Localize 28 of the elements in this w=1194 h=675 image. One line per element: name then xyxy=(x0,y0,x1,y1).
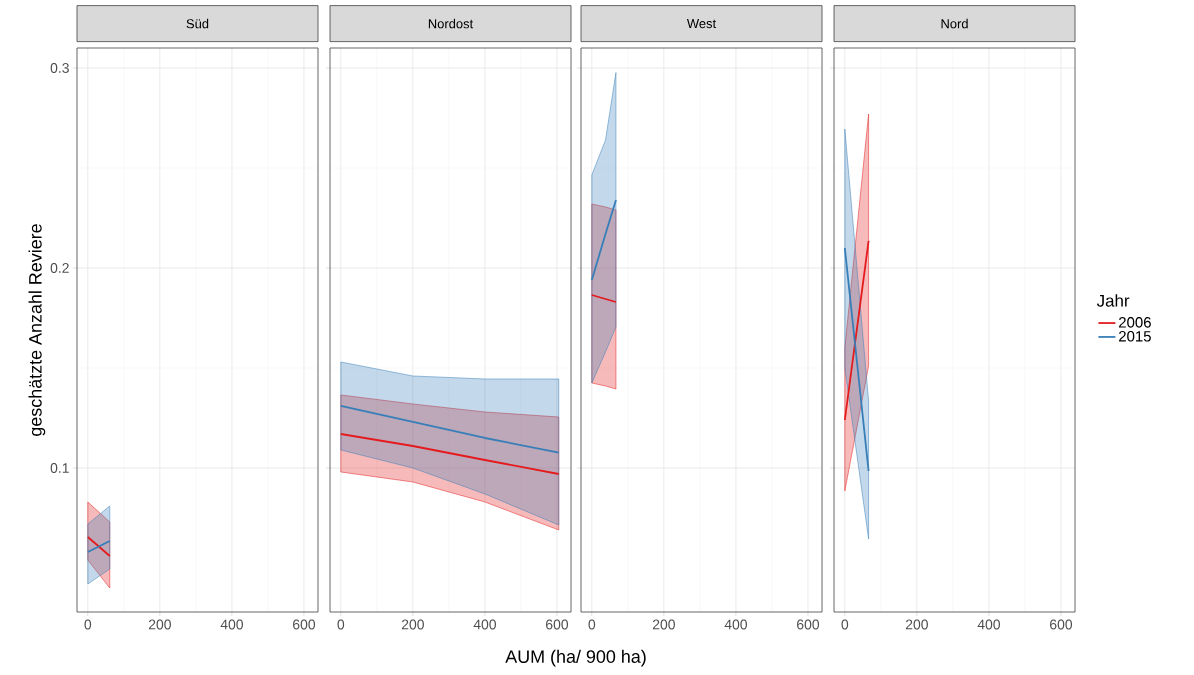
y-axis-title: geschätzte Anzahl Reviere xyxy=(28,224,46,436)
legend-title: Jahr xyxy=(1096,294,1130,307)
x-tick-label: 400 xyxy=(977,619,1001,630)
x-tick-label: 600 xyxy=(293,619,316,630)
x-tick-label: 200 xyxy=(652,619,675,630)
x-tick-label: 200 xyxy=(905,619,928,630)
x-tick-label: 600 xyxy=(546,619,569,630)
chart-title: Süd xyxy=(186,18,209,29)
x-tick-label: 0 xyxy=(588,619,596,630)
x-tick-label: 400 xyxy=(220,619,243,630)
x-tick-label: 0 xyxy=(337,619,345,630)
legend-label: 2006 xyxy=(1119,317,1151,328)
y-tick-label: 0.2 xyxy=(50,263,69,273)
x-tick-label: 200 xyxy=(148,619,171,630)
x-tick-label: 400 xyxy=(724,619,748,630)
chart-title: Nordost xyxy=(428,18,474,29)
x-tick-label: 600 xyxy=(1050,619,1073,630)
x-tick-label: 400 xyxy=(473,619,497,630)
x-tick-label: 0 xyxy=(84,619,92,630)
x-tick-label: 200 xyxy=(401,619,424,630)
x-tick-label: 0 xyxy=(841,619,849,630)
x-tick-label: 600 xyxy=(797,619,820,630)
chart-title: West xyxy=(686,19,717,29)
chart-title: Nord xyxy=(941,18,968,29)
legend-label: 2015 xyxy=(1119,330,1151,342)
y-tick-label: 0.3 xyxy=(50,63,69,73)
x-axis-title: AUM (ha/ 900 ha) xyxy=(505,649,646,667)
y-tick-label: 0.1 xyxy=(50,463,69,473)
